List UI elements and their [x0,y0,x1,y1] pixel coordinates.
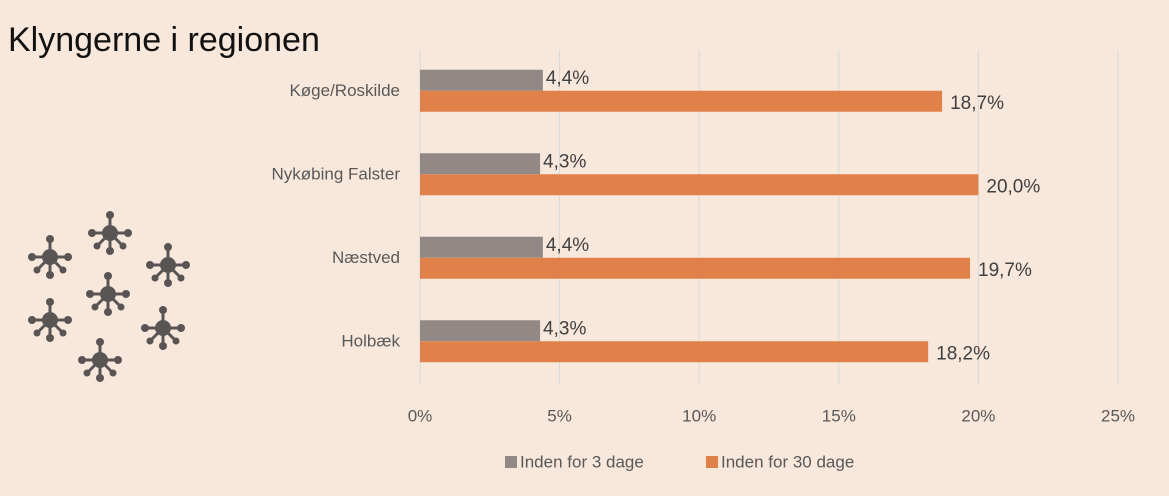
legend-label: Inden for 30 dage [721,452,854,471]
x-tick-label: 0% [408,406,433,425]
value-label: 18,2% [936,343,990,364]
value-label: 4,3% [543,151,586,172]
value-label: 4,4% [546,68,589,89]
legend-swatch [505,456,517,468]
x-tick-label: 5% [547,406,572,425]
bar [420,174,979,196]
y-tick-label: Holbæk [341,332,400,351]
bar [420,341,929,363]
value-label: 4,3% [543,318,586,339]
y-tick-label: Køge/Roskilde [289,81,400,100]
x-tick-label: 10% [682,406,716,425]
bar [420,236,543,258]
value-label: 4,4% [546,235,589,256]
x-tick-label: 15% [822,406,856,425]
legend-label: Inden for 3 dage [520,452,644,471]
bar [420,69,543,91]
legend-swatch [706,456,718,468]
bar [420,153,541,175]
value-label: 20,0% [986,176,1040,197]
bar [420,90,943,112]
bar [420,320,541,342]
value-label: 18,7% [950,93,1004,114]
y-tick-label: Nykøbing Falster [272,165,401,184]
value-label: 19,7% [978,260,1032,281]
chart-title: Klyngerne i regionen [8,21,320,59]
y-tick-label: Næstved [332,248,400,267]
x-tick-label: 25% [1101,406,1135,425]
x-tick-label: 20% [961,406,995,425]
bar [420,257,971,279]
